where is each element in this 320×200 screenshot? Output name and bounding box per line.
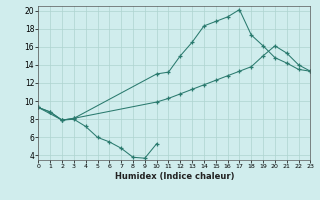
X-axis label: Humidex (Indice chaleur): Humidex (Indice chaleur) — [115, 172, 234, 181]
